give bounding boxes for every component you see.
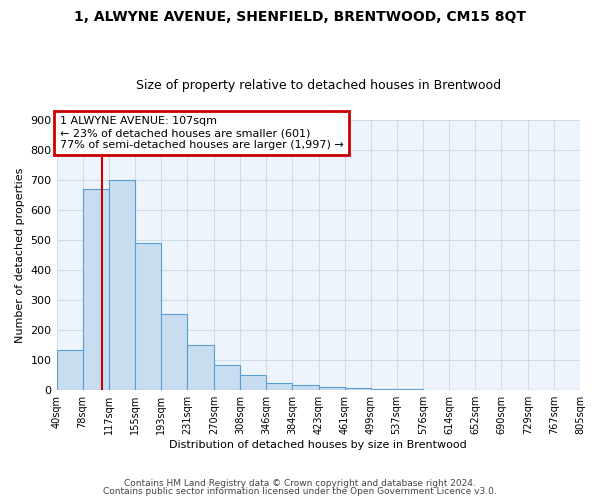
Bar bbox=[161, 314, 187, 390]
Bar bbox=[135, 243, 161, 390]
Bar bbox=[292, 385, 319, 390]
Bar bbox=[319, 386, 344, 390]
Bar bbox=[371, 388, 397, 390]
Bar bbox=[56, 350, 83, 390]
Bar bbox=[240, 375, 266, 390]
Text: 1, ALWYNE AVENUE, SHENFIELD, BRENTWOOD, CM15 8QT: 1, ALWYNE AVENUE, SHENFIELD, BRENTWOOD, … bbox=[74, 10, 526, 24]
Bar bbox=[187, 345, 214, 390]
X-axis label: Distribution of detached houses by size in Brentwood: Distribution of detached houses by size … bbox=[169, 440, 467, 450]
Bar bbox=[344, 388, 371, 390]
Text: Contains public sector information licensed under the Open Government Licence v3: Contains public sector information licen… bbox=[103, 487, 497, 496]
Bar bbox=[214, 364, 240, 390]
Y-axis label: Number of detached properties: Number of detached properties bbox=[15, 167, 25, 342]
Title: Size of property relative to detached houses in Brentwood: Size of property relative to detached ho… bbox=[136, 79, 501, 92]
Text: 1 ALWYNE AVENUE: 107sqm
← 23% of detached houses are smaller (601)
77% of semi-d: 1 ALWYNE AVENUE: 107sqm ← 23% of detache… bbox=[60, 116, 344, 150]
Bar bbox=[266, 382, 292, 390]
Text: Contains HM Land Registry data © Crown copyright and database right 2024.: Contains HM Land Registry data © Crown c… bbox=[124, 478, 476, 488]
Bar bbox=[109, 180, 135, 390]
Bar bbox=[83, 188, 109, 390]
